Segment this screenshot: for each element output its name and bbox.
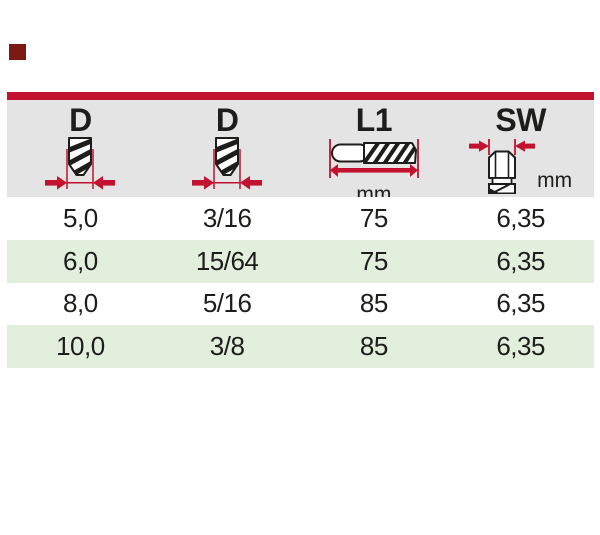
cell-sw: 6,35 bbox=[496, 245, 545, 276]
column-label: L1 bbox=[355, 102, 393, 138]
column-label: D bbox=[69, 102, 92, 138]
cell-l1: 75 bbox=[359, 245, 388, 276]
spec-row: 6,0 15/64 75 6,35 bbox=[7, 239, 594, 283]
cell-l1: 85 bbox=[359, 331, 388, 362]
cell-sw: 6,35 bbox=[496, 331, 545, 362]
cell-d-mm: 10,0 bbox=[56, 331, 105, 362]
column-header-d-inch: D bbox=[154, 100, 301, 216]
cell-d-mm: 8,0 bbox=[63, 288, 98, 319]
spec-row: 10,0 3/8 85 6,35 bbox=[7, 325, 594, 368]
drill-diameter-icon bbox=[192, 137, 263, 193]
column-header-d-mm: D bbox=[7, 100, 154, 216]
column-unit: mm bbox=[537, 169, 573, 192]
drill-diameter-icon bbox=[45, 137, 116, 193]
cell-d-inch: 15/64 bbox=[195, 245, 259, 276]
brand-color-square bbox=[9, 44, 26, 60]
spec-row: 8,0 5/16 85 6,35 bbox=[7, 282, 594, 326]
cell-d-inch: 3/8 bbox=[209, 331, 245, 362]
column-label: SW bbox=[495, 102, 546, 138]
cell-d-mm: 5,0 bbox=[63, 202, 98, 233]
hex-shank-icon bbox=[469, 138, 536, 194]
cell-sw: 6,35 bbox=[496, 288, 545, 319]
column-header-sw: SW bbox=[447, 100, 594, 197]
table-top-accent-bar bbox=[7, 92, 594, 100]
drill-bit-spec-table: D bbox=[7, 92, 594, 368]
cell-d-inch: 3/16 bbox=[202, 202, 252, 233]
spec-row: 5,0 3/16 75 6,35 bbox=[7, 197, 594, 240]
column-label: D bbox=[215, 102, 239, 138]
table-header-row: D bbox=[7, 100, 594, 216]
cell-l1: 85 bbox=[359, 288, 388, 319]
cell-sw: 6,35 bbox=[496, 202, 545, 233]
cell-l1: 75 bbox=[359, 202, 388, 233]
column-header-l1: L1 bbox=[301, 100, 448, 206]
drill-length-icon bbox=[328, 137, 420, 183]
table-body: 5,0 3/16 75 6,35 6,0 15/64 75 6,35 8,0 5… bbox=[7, 197, 594, 368]
cell-d-mm: 6,0 bbox=[63, 245, 98, 276]
cell-d-inch: 5/16 bbox=[202, 288, 252, 319]
